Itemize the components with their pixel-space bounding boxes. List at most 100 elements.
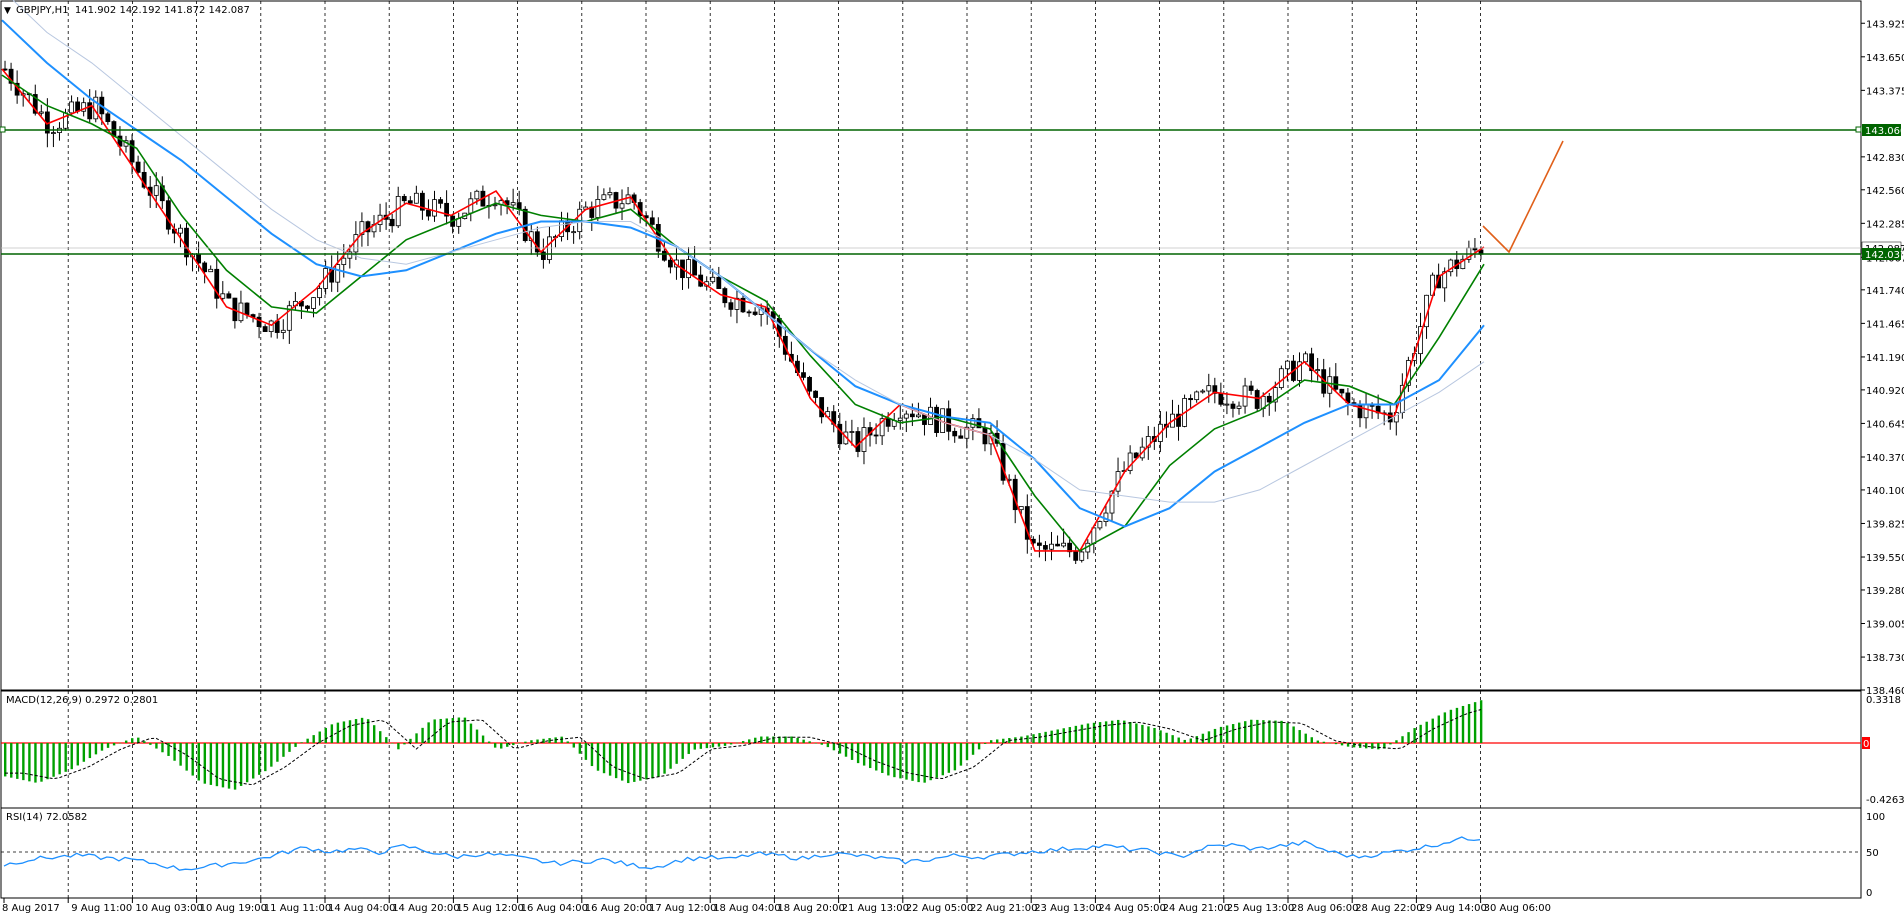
- macd-bar: [288, 743, 291, 752]
- macd-bar: [1383, 743, 1386, 749]
- macd-bar: [500, 743, 503, 749]
- macd-bar: [487, 741, 491, 743]
- candle-body: [8, 68, 14, 84]
- macd-bar: [445, 718, 448, 743]
- macd-bar: [197, 743, 200, 781]
- candle-body: [135, 161, 141, 173]
- candle-body: [692, 259, 698, 276]
- candle-body: [619, 203, 625, 209]
- macd-bar: [506, 743, 509, 747]
- candle-body: [262, 326, 268, 332]
- macd-bar: [996, 739, 999, 743]
- moving-average-lines: [1, 0, 1485, 552]
- price-tick-label: 142.285: [1866, 219, 1904, 230]
- candle-body: [728, 302, 734, 310]
- candle-body: [341, 257, 347, 265]
- macd-histogram: [4, 700, 1483, 790]
- macd-bar: [1340, 743, 1344, 746]
- candle-body: [837, 423, 843, 445]
- macd-bar: [790, 736, 793, 743]
- candle-body: [946, 408, 952, 432]
- macd-bar: [862, 743, 866, 766]
- macd-bar: [1262, 720, 1265, 743]
- macd-bar: [651, 743, 654, 779]
- candle-body: [740, 297, 746, 313]
- candle-body: [516, 202, 522, 210]
- macd-bar: [300, 742, 303, 743]
- price-tick-label: 142.830: [1866, 153, 1904, 164]
- candle-body: [607, 192, 613, 196]
- candle-body: [964, 426, 970, 439]
- macd-bar: [1207, 731, 1211, 743]
- candle-body: [1230, 403, 1236, 409]
- macd-bar: [717, 743, 721, 747]
- macd-bar: [58, 743, 61, 775]
- macd-bar: [699, 743, 703, 749]
- candle-body: [668, 259, 673, 268]
- macd-bar: [548, 738, 551, 743]
- time-tick-label: 24 Aug 05:00: [1098, 903, 1165, 914]
- macd-bar: [917, 743, 920, 783]
- candle-body: [916, 414, 921, 418]
- resistance-line-handle-left[interactable]: [0, 126, 6, 133]
- macd-bar: [366, 719, 370, 743]
- candle-body: [1055, 543, 1060, 547]
- macd-bar: [469, 723, 473, 743]
- candle-body: [1236, 405, 1242, 409]
- dropdown-arrow-icon[interactable]: ▼: [4, 6, 11, 16]
- macd-bar: [754, 737, 757, 743]
- macd-bar: [215, 743, 219, 787]
- time-tick-label: 17 Aug 12:00: [649, 903, 716, 914]
- time-tick-label: 28 Aug 06:00: [1291, 903, 1358, 914]
- macd-bar: [1074, 725, 1078, 743]
- candlesticks: [2, 60, 1484, 565]
- macd-bar: [88, 743, 92, 759]
- macd-bar: [784, 736, 787, 743]
- candle-body: [1309, 353, 1315, 372]
- macd-bar: [1322, 741, 1326, 743]
- macd-bar: [34, 743, 37, 783]
- macd-bar: [106, 743, 110, 748]
- macd-signal-line: [5, 709, 1482, 786]
- candle-body: [407, 200, 413, 204]
- candle-body: [359, 221, 365, 235]
- macd-bar: [70, 743, 73, 770]
- macd-bar: [748, 739, 751, 743]
- time-tick-label: 16 Aug 04:00: [521, 903, 588, 914]
- candle-body: [649, 217, 655, 225]
- price-tick-label: 140.920: [1866, 386, 1904, 397]
- candle-body: [982, 427, 988, 445]
- candle-body: [1460, 258, 1466, 270]
- price-tick-label: 140.100: [1866, 486, 1904, 497]
- macd-bar: [681, 743, 684, 759]
- resistance-line-handle-right[interactable]: [1855, 126, 1862, 133]
- macd-bar: [203, 743, 207, 784]
- macd-bar: [1159, 730, 1162, 743]
- macd-bar: [463, 717, 467, 743]
- candle-body: [710, 276, 716, 283]
- macd-bar: [578, 743, 582, 754]
- candle-body: [305, 305, 310, 309]
- support-price-label: 142.037: [1865, 250, 1904, 261]
- macd-bar: [778, 736, 781, 743]
- macd-bar: [324, 727, 327, 743]
- macd-bar: [844, 743, 848, 757]
- macd-bar: [1437, 715, 1441, 743]
- price-tick-label: 139.280: [1866, 586, 1904, 597]
- macd-bar: [276, 743, 279, 762]
- candle-body: [1097, 521, 1103, 529]
- macd-bar: [923, 743, 926, 783]
- ma-long-line: [12, 0, 1485, 503]
- macd-bar: [1177, 737, 1180, 743]
- price-tick-label: 140.370: [1866, 453, 1904, 464]
- macd-bar: [633, 743, 636, 782]
- candle-body: [226, 293, 232, 299]
- candle-body: [153, 185, 159, 196]
- time-tick-label: 22 Aug 21:00: [970, 903, 1037, 914]
- macd-bar: [1455, 707, 1459, 743]
- macd-bar: [330, 724, 334, 743]
- macd-bar: [1104, 721, 1108, 743]
- candle-body: [1200, 390, 1206, 393]
- projection-path[interactable]: [1482, 140, 1564, 254]
